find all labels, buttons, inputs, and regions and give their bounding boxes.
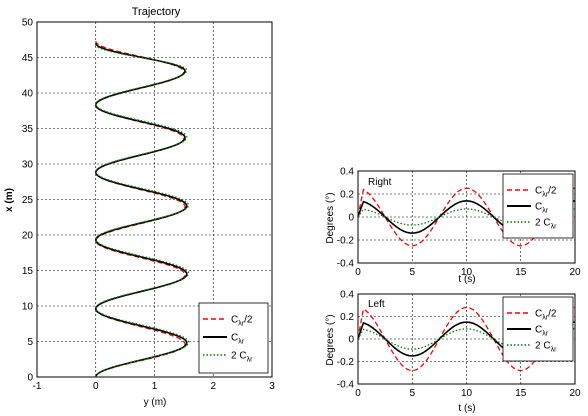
y-tick-label: -0.2 <box>337 236 355 247</box>
trajectory-chart: Trajectory y (m) x (m) -1 0 1 2 305101520253… <box>4 6 275 408</box>
x-tick-label: 5 <box>409 267 415 278</box>
x-tick-label: 5 <box>409 388 415 399</box>
y-tick-label: 0.2 <box>340 312 354 323</box>
legend-label-0: Cλr/2 <box>231 315 253 328</box>
y-tick-label: -0.4 <box>337 380 355 391</box>
y-tick-label: 50 <box>22 18 34 29</box>
y-tick-label: 40 <box>22 89 34 100</box>
y-tick-label: 0 <box>348 335 354 346</box>
trajectory-xlabel: y (m) <box>144 397 167 408</box>
legend-label-2: 2 Cλr <box>231 351 253 364</box>
trajectory-ylabel: x (m) <box>4 188 15 212</box>
left-ylabel: Degrees (°) <box>325 314 336 365</box>
x-tick-label: 10 <box>461 267 473 278</box>
right-annotation: Right <box>368 177 392 188</box>
x-tick-label: 15 <box>515 267 527 278</box>
y-tick-label: 0 <box>27 373 33 384</box>
legend-label-2: 2 Cλr <box>535 341 557 354</box>
y-tick-label: 10 <box>22 302 34 313</box>
x-tick-label: 0 <box>355 267 361 278</box>
y-tick-label: 20 <box>22 231 34 242</box>
y-tick-label: 35 <box>22 124 34 135</box>
x-tick-label: 1 <box>152 381 158 392</box>
y-tick-label: -0.4 <box>337 259 355 270</box>
y-tick-label: 5 <box>27 337 33 348</box>
y-tick-label: 25 <box>22 195 34 206</box>
x-tick-label: 20 <box>569 267 581 278</box>
right-ylabel: Degrees (°) <box>325 192 336 243</box>
x-tick-label: 2 <box>210 381 216 392</box>
y-tick-label: 0.2 <box>340 190 354 201</box>
left-xlabel: t (s) <box>458 403 475 414</box>
left-annotation: Left <box>368 299 385 310</box>
legend-label-0: Cλr/2 <box>535 309 557 322</box>
series-line-1 <box>94 43 188 378</box>
right-xlabel: t (s) <box>458 274 475 285</box>
legend-label-2: 2 Cλr <box>535 218 557 231</box>
x-tick-label: -1 <box>33 381 42 392</box>
x-tick-label: 20 <box>569 388 581 399</box>
y-tick-label: 0.4 <box>340 167 354 178</box>
y-tick-label: 15 <box>22 266 34 277</box>
legend-label-1: Cλr <box>231 333 245 346</box>
legend-label-1: Cλr <box>535 202 549 215</box>
series-line-0 <box>95 40 186 378</box>
left-chart: t (s) Degrees (°) Left 0 5 10 15 20 -0.4 -0.2 0… <box>325 290 581 415</box>
x-tick-label: 0 <box>355 388 361 399</box>
y-tick-label: 45 <box>22 53 34 64</box>
y-tick-label: 0 <box>348 213 354 224</box>
trajectory-title: Trajectory <box>132 6 181 18</box>
x-tick-label: 0 <box>93 381 99 392</box>
legend-label-0: Cλr/2 <box>535 186 557 199</box>
y-tick-label: 0.4 <box>340 290 354 301</box>
y-tick-label: 30 <box>22 160 34 171</box>
series-line-2 <box>95 44 190 378</box>
legend-label-1: Cλr <box>535 325 549 338</box>
y-tick-label: -0.2 <box>337 357 355 368</box>
right-chart: t (s) Degrees (°) Right 0 5 10 15 20 -0.4 -0.2… <box>325 167 581 286</box>
x-tick-label: 3 <box>269 381 275 392</box>
x-tick-label: 10 <box>461 388 473 399</box>
x-tick-label: 15 <box>515 388 527 399</box>
